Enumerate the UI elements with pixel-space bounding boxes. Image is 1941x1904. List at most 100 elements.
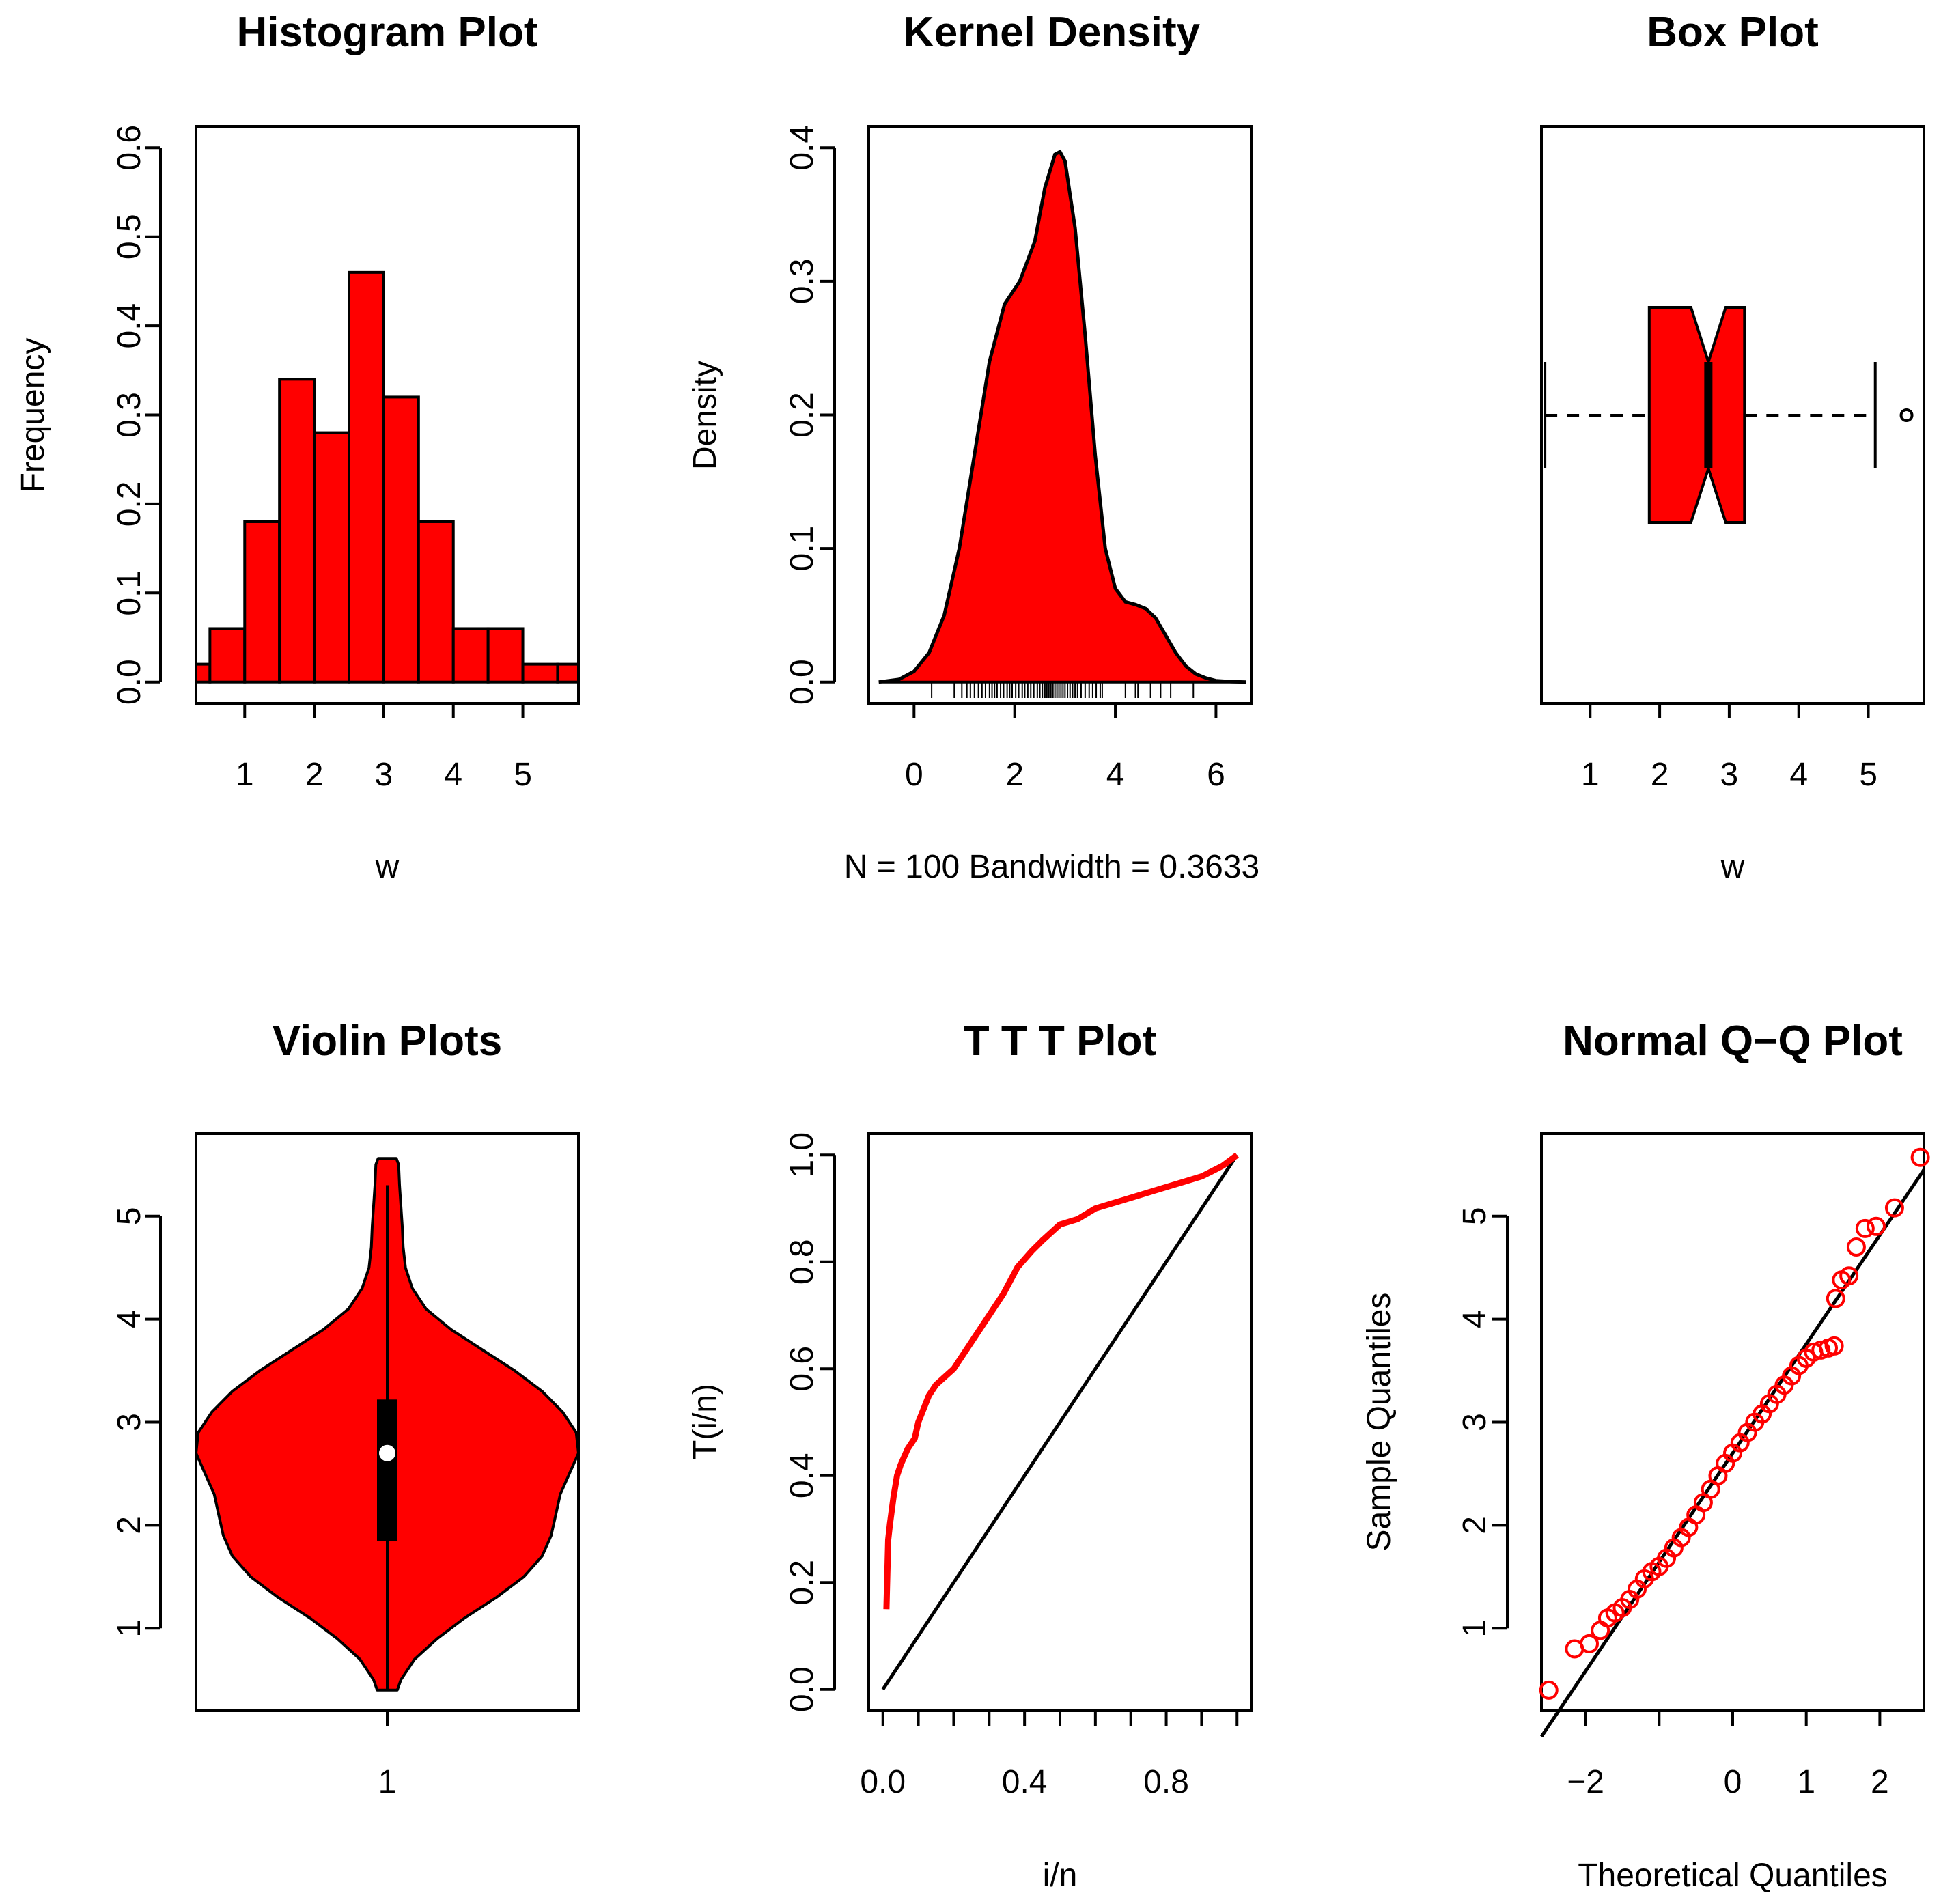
x-tick-label: 0.4 <box>1002 1764 1048 1800</box>
diagonal-reference-line <box>881 1153 1239 1691</box>
x-tick-label: 0.8 <box>1143 1764 1189 1800</box>
y-tick-label: 0.6 <box>111 125 148 171</box>
y-tick-label: 0.4 <box>784 1453 820 1498</box>
qq-point <box>1867 1216 1886 1236</box>
y-axis-label: T(i/n) <box>687 1384 723 1460</box>
chart-title: Normal Q−Q Plot <box>1563 1018 1903 1065</box>
y-tick-label: 2 <box>1457 1516 1493 1535</box>
qq-point <box>1846 1237 1866 1257</box>
violin-median-dot <box>379 1444 395 1461</box>
x-tick-label: 5 <box>514 757 532 793</box>
y-tick-label: 5 <box>111 1207 148 1225</box>
qq-point <box>1539 1680 1559 1700</box>
x-tick-label: 1 <box>1581 757 1600 793</box>
qq-point <box>1910 1147 1930 1167</box>
histogram-bar <box>243 520 281 684</box>
y-tick-label: 3 <box>1457 1413 1493 1431</box>
density-area <box>878 152 1246 682</box>
y-tick-label: 0.5 <box>111 214 148 260</box>
y-tick-label: 2 <box>111 1516 148 1535</box>
x-tick-label: 2 <box>1651 757 1669 793</box>
qq-point <box>1811 1340 1831 1360</box>
histogram-bar <box>521 662 559 684</box>
y-tick-label: 0.2 <box>784 1560 820 1606</box>
y-tick-label: 0.3 <box>784 259 820 305</box>
qq-point <box>1580 1634 1599 1653</box>
y-tick-label: 0.0 <box>784 1666 820 1712</box>
histogram-bar <box>195 662 212 684</box>
notched-box <box>1647 306 1746 524</box>
histogram-bar <box>278 378 316 684</box>
x-tick-label: 3 <box>375 757 393 793</box>
x-tick-label: −2 <box>1567 1764 1604 1800</box>
box-plot-panel: Box Plot 1 2 3 4 5 w <box>1540 9 1925 885</box>
y-tick-label: 4 <box>1457 1310 1493 1328</box>
x-tick-label: 2 <box>305 757 324 793</box>
qq-reference-line <box>1539 1168 1926 1738</box>
histogram-bar <box>417 520 455 684</box>
y-tick-label: 1 <box>111 1619 148 1638</box>
histogram-bar <box>451 627 490 684</box>
x-tick-label: 4 <box>444 757 462 793</box>
x-tick-label: 5 <box>1859 757 1877 793</box>
chart-title: Violin Plots <box>273 1018 502 1065</box>
x-axis-label: w <box>1720 849 1745 885</box>
y-tick-label: 1 <box>1457 1619 1493 1638</box>
histogram-bar <box>348 270 385 684</box>
x-tick-label: 1 <box>1797 1764 1815 1800</box>
x-axis-label: Theoretical Quantiles <box>1578 1858 1888 1894</box>
ttt-plot-panel: T T T Plot 0.0 0.4 0.8 0.0 0.2 0.4 0.6 0.8 1.0 i/n… <box>687 1018 1253 1894</box>
chart-title: Box Plot <box>1647 9 1818 56</box>
violin-iqr-box <box>377 1399 397 1541</box>
normal-qq-panel: Normal Q−Q Plot −2 0 1 2 1 2 3 4 5 Theoretical Qua… <box>1361 1018 1930 1894</box>
chart-title: Histogram Plot <box>237 9 538 56</box>
y-tick-label: 0.2 <box>784 392 820 438</box>
qq-point <box>1826 1289 1845 1308</box>
x-tick-label: 6 <box>1207 757 1225 793</box>
violin-plot-panel: Violin Plots 1 1 2 3 4 5 <box>111 1018 580 1800</box>
y-tick-label: 0.4 <box>111 303 148 349</box>
histogram-bar <box>556 662 580 684</box>
y-axis-label: Sample Quantiles <box>1361 1293 1397 1552</box>
x-axis-label: i/n <box>1043 1858 1078 1894</box>
y-tick-label: 0.0 <box>111 659 148 705</box>
y-tick-label: 5 <box>1457 1207 1493 1225</box>
histogram-bar <box>313 431 351 684</box>
histogram-panel: Histogram Plot 1 2 3 4 5 0.0 0.1 0.2 0.3 0.4 0.5 0.6… <box>15 9 580 885</box>
y-tick-label: 0.4 <box>784 125 820 171</box>
y-axis-label: Density <box>687 361 723 470</box>
histogram-bar <box>486 627 525 684</box>
histogram-bar <box>382 395 420 684</box>
x-tick-label: 0 <box>1724 1764 1742 1800</box>
x-tick-label: 0.0 <box>860 1764 906 1800</box>
y-tick-label: 0.6 <box>784 1346 820 1392</box>
density-curve <box>878 149 1246 684</box>
x-tick-label: 3 <box>1720 757 1739 793</box>
y-tick-label: 0.0 <box>784 659 820 705</box>
chart-title: Kernel Density <box>904 9 1201 56</box>
x-axis-label: w <box>375 849 400 885</box>
x-tick-label: 4 <box>1106 757 1125 793</box>
qq-point <box>1839 1266 1859 1286</box>
x-tick-label: 1 <box>378 1764 397 1800</box>
x-axis-label: N = 100 Bandwidth = 0.3633 <box>844 849 1259 885</box>
qq-point <box>1884 1198 1904 1218</box>
chart-title: T T T Plot <box>964 1018 1156 1065</box>
x-tick-label: 2 <box>1871 1764 1889 1800</box>
y-axis-label: Frequency <box>15 338 51 493</box>
x-tick-label: 1 <box>236 757 254 793</box>
x-tick-label: 0 <box>905 757 923 793</box>
outlier-point <box>1899 408 1914 422</box>
y-tick-label: 3 <box>111 1413 148 1431</box>
y-tick-label: 0.8 <box>784 1239 820 1285</box>
y-tick-label: 4 <box>111 1310 148 1328</box>
ttt-curve <box>883 1152 1239 1610</box>
qq-point <box>1824 1336 1844 1356</box>
y-tick-label: 0.3 <box>111 392 148 438</box>
y-tick-label: 0.2 <box>111 481 148 527</box>
x-tick-label: 4 <box>1789 757 1808 793</box>
y-tick-label: 0.1 <box>111 570 148 616</box>
histogram-bar <box>208 627 247 684</box>
qq-point <box>1855 1218 1875 1238</box>
